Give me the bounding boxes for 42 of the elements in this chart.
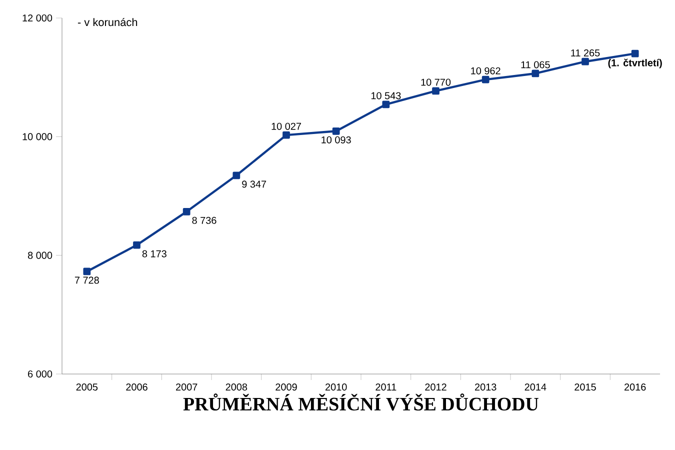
x-tick-label: 2008 bbox=[226, 384, 248, 391]
text: PRŮMĚRNÁ MĚSÍČNÍ VÝŠE DŮCHODU bbox=[183, 394, 538, 411]
y-tick-label: 6 000 bbox=[28, 370, 52, 378]
x-tick-label: 2006 bbox=[126, 384, 148, 391]
y-tick-label: 10 000 bbox=[22, 133, 52, 140]
point bbox=[182, 208, 190, 216]
point bbox=[332, 127, 340, 135]
point bbox=[382, 100, 390, 108]
point bbox=[232, 172, 240, 180]
x-tick-label: 2011 bbox=[376, 384, 396, 391]
data-label: 10 770 bbox=[421, 78, 451, 86]
data-label: 10 543 bbox=[371, 92, 401, 100]
data-label: 8 736 bbox=[192, 216, 216, 224]
point bbox=[631, 50, 639, 58]
x-tick-label: 2005 bbox=[76, 384, 98, 391]
point bbox=[282, 131, 290, 139]
x-tick-label: 2013 bbox=[475, 384, 496, 391]
data-label: 9 347 bbox=[242, 180, 266, 188]
point bbox=[482, 76, 490, 84]
data-label: 7 728 bbox=[74, 276, 99, 284]
point bbox=[83, 268, 91, 276]
point bbox=[582, 58, 589, 66]
x-tick-label: 2012 bbox=[425, 384, 446, 391]
data-label: 10 027 bbox=[272, 122, 301, 130]
x-tick-label: 2015 bbox=[574, 384, 596, 391]
chart-subtitle: - v korunách bbox=[78, 18, 138, 26]
y-tick-label: 8 000 bbox=[28, 252, 52, 259]
data-label: 8 173 bbox=[142, 250, 166, 258]
x-tick-label: 2010 bbox=[326, 384, 347, 391]
x-tick-label: 2009 bbox=[276, 384, 297, 391]
point bbox=[432, 87, 440, 95]
x-tick-label: 2016 bbox=[624, 384, 646, 391]
x-tick-label: 2014 bbox=[524, 384, 546, 391]
point bbox=[532, 70, 540, 78]
annotation: (1. čtvrtletí) bbox=[608, 58, 662, 68]
data-label: 10 093 bbox=[322, 136, 351, 144]
data-label: 11 065 bbox=[521, 61, 550, 68]
data-label: 11 265 bbox=[571, 49, 600, 56]
y-tick-label: 12 000 bbox=[22, 14, 52, 22]
x-tick-label: 2007 bbox=[176, 384, 198, 391]
data-label: 10 962 bbox=[471, 67, 500, 74]
point bbox=[133, 241, 140, 249]
